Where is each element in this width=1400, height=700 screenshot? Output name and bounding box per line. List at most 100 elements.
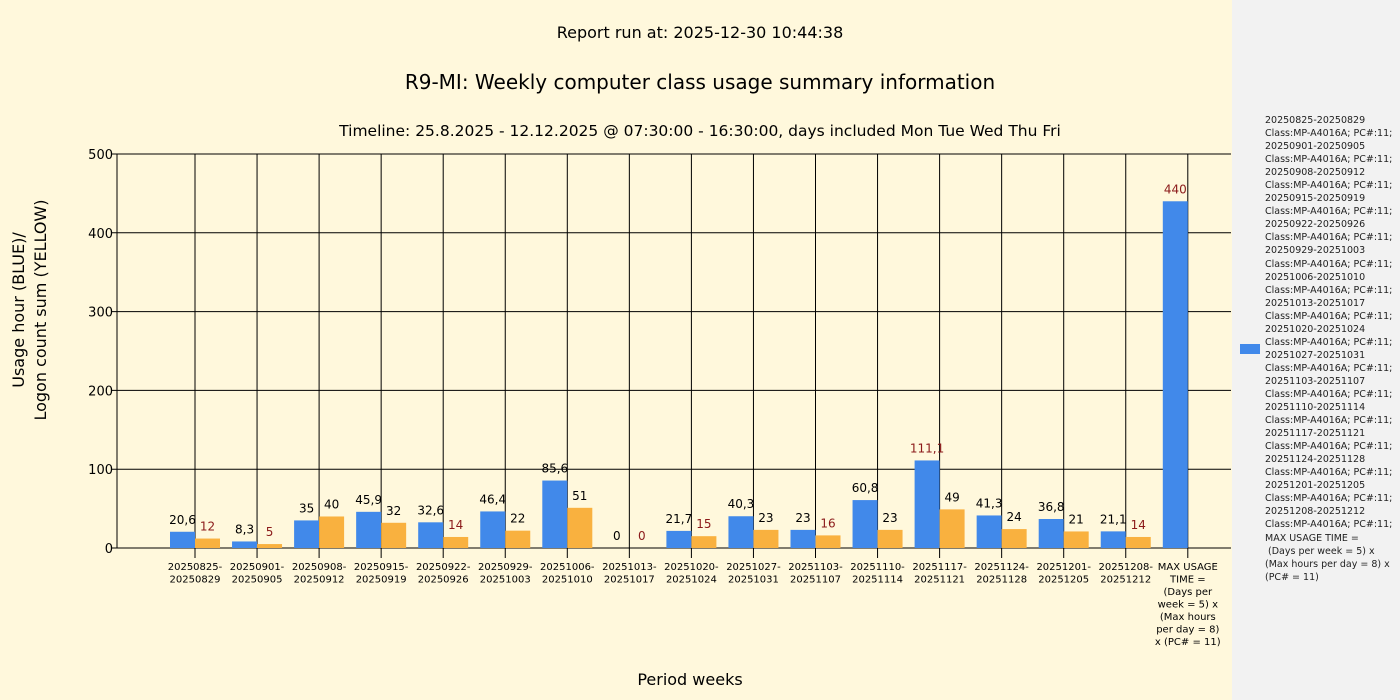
bar-logon (1001, 529, 1027, 548)
bar-usage (852, 500, 878, 548)
bar-usage (728, 516, 754, 548)
legend: 20250825-20250829 Class:MP-A4016A; PC#:1… (1232, 0, 1400, 700)
x-tick-label: MAX USAGE (1158, 562, 1218, 573)
bar-usage (480, 511, 506, 548)
data-label: 24 (1007, 510, 1022, 524)
bar-logon (877, 529, 903, 548)
bar-usage (542, 480, 568, 548)
x-tick-label: 20251110- (850, 562, 905, 573)
bar-usage (790, 529, 816, 548)
bar-logon (753, 529, 779, 548)
x-tick-label: 20251003 (480, 575, 531, 586)
data-label: 40 (324, 497, 339, 511)
x-tick-label: x (PC# = 11) (1155, 637, 1221, 648)
data-label: 21 (1069, 512, 1084, 526)
x-tick-label: 20251124- (974, 562, 1029, 573)
data-label: 32 (386, 504, 401, 518)
chart-title: R9-MI: Weekly computer class usage summa… (404, 70, 996, 94)
bar-logon (443, 536, 469, 548)
data-label: 51 (572, 489, 587, 503)
x-tick-label: 20250915- (354, 562, 409, 573)
data-label: 15 (696, 517, 711, 531)
data-label: 45,9 (355, 493, 382, 507)
data-label: 22 (510, 512, 525, 526)
legend-text: 20250825-20250829 Class:MP-A4016A; PC#:1… (1265, 115, 1393, 583)
x-tick-label: 20251212 (1100, 575, 1151, 586)
x-tick-label: 20250901- (230, 562, 285, 573)
data-label: 14 (1131, 518, 1146, 532)
bar-usage (418, 522, 444, 548)
bar-usage (1038, 519, 1064, 548)
data-label: 85,6 (541, 462, 568, 476)
chart-subtitle: Timeline: 25.8.2025 - 12.12.2025 @ 07:30… (339, 122, 1061, 140)
x-axis-label: Period weeks (637, 670, 743, 689)
data-label: 5 (266, 525, 274, 539)
x-tick-label: TIME = (1169, 575, 1206, 586)
bar-usage (294, 520, 320, 548)
x-tick-label: 20250829 (170, 575, 221, 586)
bar-usage (232, 541, 258, 548)
data-label: 41,3 (976, 496, 1003, 510)
data-label: 23 (795, 511, 810, 525)
x-tick-label: 20250922- (416, 562, 471, 573)
data-label: 49 (944, 490, 959, 504)
x-tick-label: 20251201- (1036, 562, 1091, 573)
bar-usage (666, 530, 692, 548)
data-label: 23 (758, 511, 773, 525)
bar-usage (976, 515, 1002, 548)
data-label: 0 (638, 529, 646, 543)
bar-logon (257, 544, 283, 548)
data-label: 440 (1164, 182, 1187, 196)
x-tick-label: 20250908- (292, 562, 347, 573)
report-run-time: Report run at: 2025-12-30 10:44:38 (556, 23, 844, 42)
x-tick-label: 20251114 (852, 575, 903, 586)
legend-swatch-usage (1240, 344, 1260, 354)
y-tick-label: 0 (105, 542, 113, 557)
x-tick-label: (Days per (1163, 587, 1213, 598)
x-tick-label: 20250905 (232, 575, 283, 586)
x-tick-label: 20251006- (540, 562, 595, 573)
data-label: 111,1 (910, 441, 944, 455)
x-tick-label: 20251121 (914, 575, 965, 586)
data-label: 20,6 (169, 513, 196, 527)
y-tick-label: 300 (88, 306, 113, 321)
bar-usage (1162, 201, 1188, 548)
x-tick-label: 20250926 (418, 575, 469, 586)
x-tick-label: 20251117- (912, 562, 967, 573)
y-tick-label: 100 (88, 463, 113, 478)
y-tick-label: 500 (88, 148, 113, 163)
bar-logon (815, 535, 841, 548)
bar-usage (356, 511, 382, 548)
x-tick-label: 20251103- (788, 562, 843, 573)
x-tick-label: 20251024 (666, 575, 717, 586)
data-label: 21,7 (666, 512, 693, 526)
bar-usage (170, 531, 195, 548)
x-tick-label: 20251031 (728, 575, 779, 586)
data-label: 12 (200, 520, 215, 534)
data-label: 60,8 (852, 481, 879, 495)
x-tick-label: 20250912 (294, 575, 345, 586)
y-tick-label: 200 (88, 384, 113, 399)
x-tick-label: 20251205 (1038, 575, 1089, 586)
x-tick-label: 20251027- (726, 562, 781, 573)
bar-logon (319, 516, 345, 548)
y-tick-label: 400 (88, 227, 113, 242)
data-label: 8,3 (235, 522, 254, 536)
data-label: 32,6 (417, 503, 444, 517)
bar-logon (691, 536, 717, 548)
x-tick-label: 20251208- (1098, 562, 1153, 573)
bar-logon (505, 530, 531, 548)
bar-logon (567, 507, 593, 548)
x-tick-label: 20251107 (790, 575, 841, 586)
x-tick-label: week = 5) x (1158, 600, 1218, 611)
x-tick-label: 20251010 (542, 575, 593, 586)
bar-usage (914, 460, 940, 548)
data-label: 16 (820, 516, 835, 530)
x-tick-label: 20251013- (602, 562, 657, 573)
x-tick-label: per day = 8) (1156, 625, 1219, 636)
data-label: 23 (882, 511, 897, 525)
data-label: 35 (299, 501, 314, 515)
x-tick-label: 20251017 (604, 575, 655, 586)
x-tick-label: 20250929- (478, 562, 533, 573)
